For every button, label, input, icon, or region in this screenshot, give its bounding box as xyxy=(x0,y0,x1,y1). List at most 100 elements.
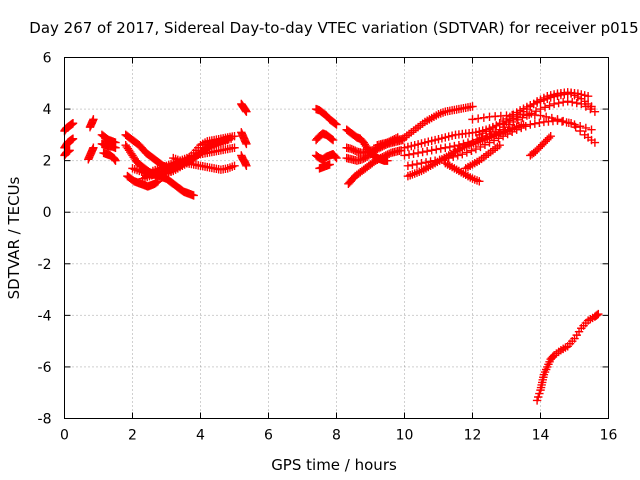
data-point xyxy=(422,146,432,156)
series-28 xyxy=(400,102,477,142)
data-point xyxy=(553,115,562,124)
data-point xyxy=(587,102,596,111)
y-axis-label: SDTVAR / TECUs xyxy=(5,176,23,299)
data-point xyxy=(546,131,555,141)
data-point xyxy=(590,107,600,116)
axis-ticks: 0 2 4 6 8 10 12 14 16 -8 -6 -4 -2 0 2 4 6 xyxy=(38,51,618,444)
data-point xyxy=(549,99,559,109)
data-point xyxy=(541,112,551,122)
series-7 xyxy=(99,148,120,165)
y-tick-label: 0 xyxy=(43,205,52,221)
data-point xyxy=(564,118,574,128)
data-point xyxy=(427,136,436,146)
x-tick-label: 10 xyxy=(396,428,414,444)
data-point xyxy=(189,191,198,200)
data-point xyxy=(592,310,602,320)
data-point xyxy=(535,118,544,128)
data-point xyxy=(332,153,341,163)
series-33 xyxy=(441,159,484,186)
data-point xyxy=(400,143,409,152)
series-12 xyxy=(138,134,236,183)
data-point xyxy=(532,98,542,107)
series-19 xyxy=(311,104,341,129)
data-point xyxy=(570,120,579,129)
data-point xyxy=(230,143,239,152)
data-point xyxy=(518,113,527,122)
y-tick-label: 4 xyxy=(43,102,52,118)
data-point xyxy=(526,101,535,110)
data-point xyxy=(89,115,98,124)
data-point xyxy=(531,107,541,116)
data-point xyxy=(111,143,120,152)
data-point xyxy=(413,140,423,149)
x-tick-label: 8 xyxy=(332,428,341,444)
series-18 xyxy=(237,151,251,170)
data-point xyxy=(587,125,596,134)
data-point xyxy=(500,122,509,132)
data-point xyxy=(529,99,538,109)
data-point xyxy=(468,115,477,124)
data-point xyxy=(504,120,513,129)
y-tick-label: 6 xyxy=(43,51,52,67)
data-point xyxy=(532,396,542,405)
data-point xyxy=(475,177,484,186)
data-point xyxy=(437,134,447,143)
data-point xyxy=(242,139,251,149)
data-point xyxy=(540,103,550,112)
data-point xyxy=(554,98,563,108)
data-point xyxy=(430,135,440,145)
data-point xyxy=(328,135,338,145)
data-point xyxy=(242,107,251,116)
y-tick-label: -2 xyxy=(38,257,52,273)
data-point xyxy=(547,113,557,123)
series-10 xyxy=(123,171,163,191)
data-point xyxy=(530,119,540,128)
y-tick-label: -6 xyxy=(38,360,52,376)
y-tick-label: -8 xyxy=(38,412,52,428)
data-point xyxy=(447,131,457,140)
data-point xyxy=(417,159,426,168)
data-point xyxy=(563,97,572,106)
data-point xyxy=(568,97,577,107)
data-point xyxy=(420,138,430,147)
data-point xyxy=(412,159,422,169)
data-point xyxy=(545,101,554,110)
data-point xyxy=(432,145,441,154)
data-point xyxy=(89,143,98,152)
y-tick-label: 2 xyxy=(43,154,52,170)
data-point xyxy=(534,392,543,402)
data-point xyxy=(553,91,562,100)
data-point xyxy=(436,144,445,153)
data-point xyxy=(68,134,78,143)
data-point xyxy=(400,151,409,160)
x-tick-label: 12 xyxy=(464,428,482,444)
x-tick-label: 6 xyxy=(264,428,273,444)
data-point xyxy=(473,114,483,123)
series-36 xyxy=(475,89,596,140)
data-point xyxy=(417,139,426,148)
data-point xyxy=(111,156,120,165)
data-point xyxy=(549,92,559,101)
data-point xyxy=(441,143,450,152)
data-point xyxy=(424,137,433,146)
series-20 xyxy=(311,129,338,145)
data-point xyxy=(539,95,549,105)
series-4 xyxy=(84,143,98,164)
data-point xyxy=(413,148,423,158)
data-point xyxy=(65,146,74,155)
data-point xyxy=(590,138,600,147)
series-0 xyxy=(60,119,78,136)
data-point xyxy=(450,141,459,151)
data-point xyxy=(242,161,251,170)
plot-frame xyxy=(64,57,609,419)
series-37 xyxy=(526,131,555,160)
data-point xyxy=(434,134,443,144)
data-point xyxy=(536,111,545,120)
series-32 xyxy=(403,120,528,181)
data-point xyxy=(509,117,518,127)
data-point xyxy=(230,161,239,170)
data-point xyxy=(404,150,414,159)
data-point xyxy=(331,152,340,161)
series-38 xyxy=(532,309,603,405)
